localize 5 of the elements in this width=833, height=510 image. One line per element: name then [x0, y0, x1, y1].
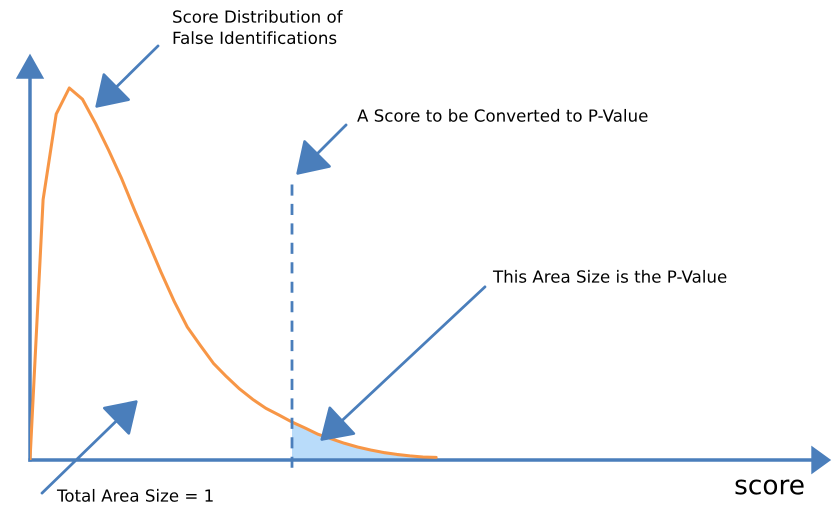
text: Total Area Size = 1: [56, 488, 213, 502]
annotation: A Score to be Converted to P-Value: [357, 108, 648, 122]
text: Score Distribution of False Identifications: [173, 10, 343, 44]
text: score: [736, 480, 804, 495]
text: This Area Size is the P-Value: [492, 270, 726, 283]
